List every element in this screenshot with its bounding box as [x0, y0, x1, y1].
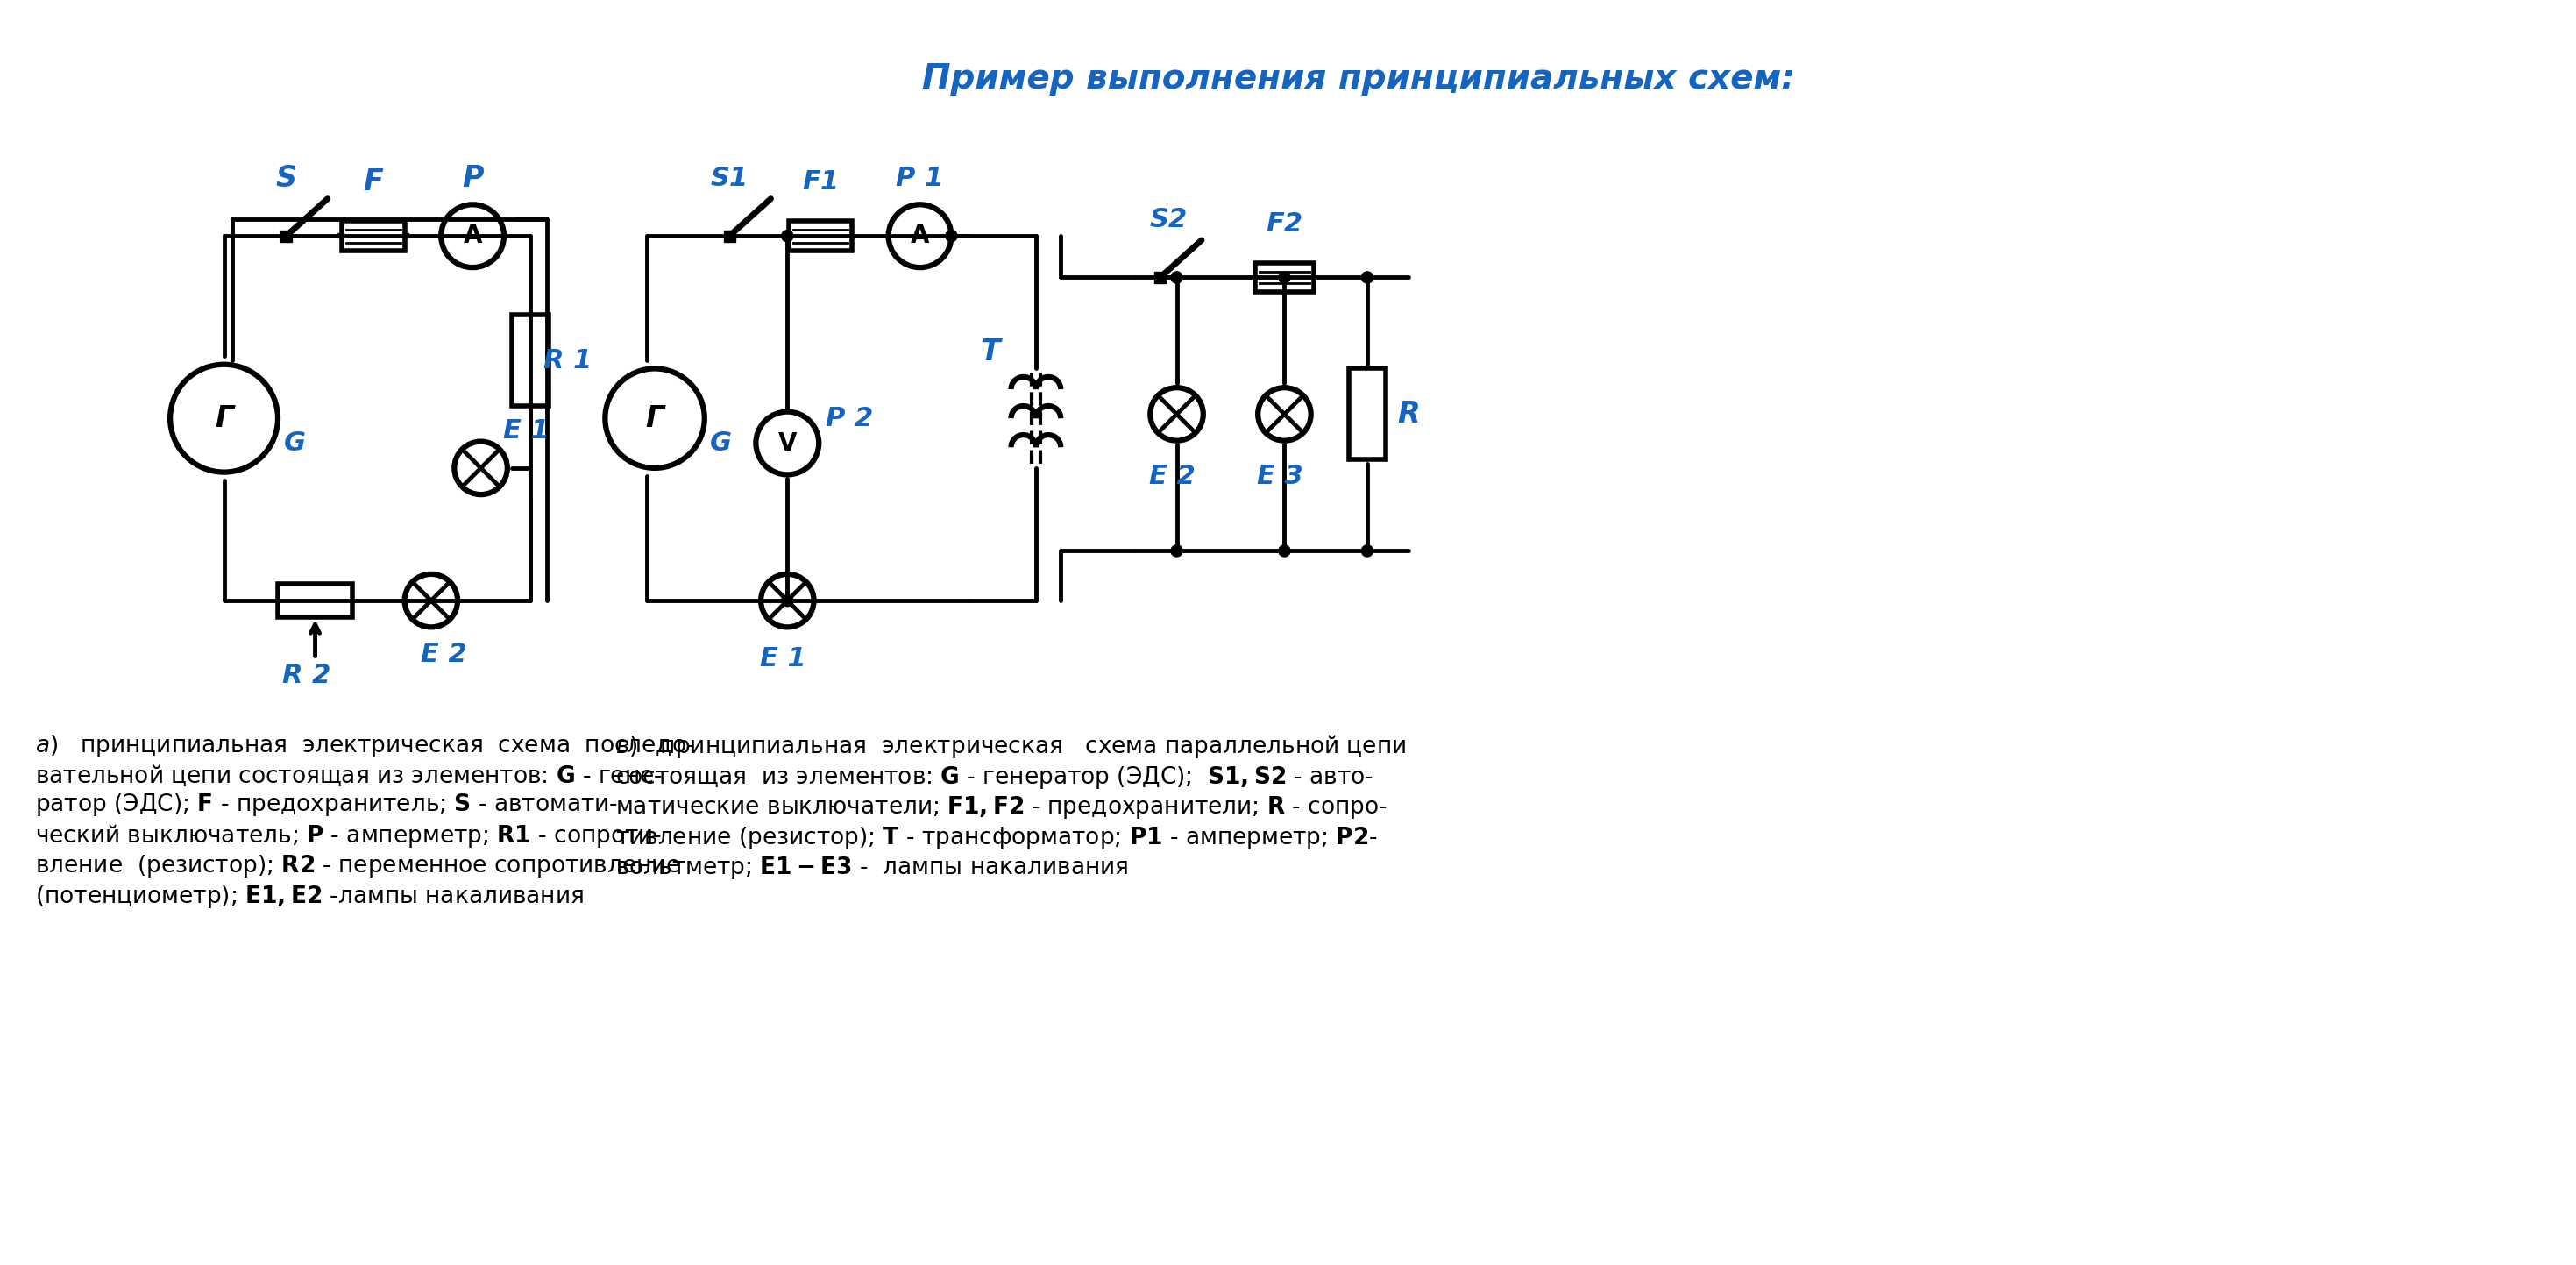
Text: F: F: [363, 168, 384, 196]
Text: P: P: [461, 163, 484, 192]
Text: S2: S2: [1149, 206, 1188, 233]
Text: S: S: [276, 163, 296, 192]
Text: Г: Г: [214, 404, 234, 433]
Text: Г: Г: [647, 404, 665, 433]
Text: T: T: [981, 338, 999, 367]
Circle shape: [1363, 272, 1373, 283]
Circle shape: [781, 230, 793, 242]
Text: G: G: [283, 430, 307, 455]
Text: $\it{а)}$   принципиальная  электрическая  схема  последо-
вательной цепи состоя: $\it{а)}$ принципиальная электрическая с…: [36, 734, 696, 910]
Circle shape: [1363, 545, 1373, 557]
Text: E 3: E 3: [1257, 463, 1303, 490]
Text: P 1: P 1: [896, 166, 943, 191]
Text: V: V: [778, 431, 796, 455]
Bar: [1350, 368, 1386, 459]
Text: F2: F2: [1265, 211, 1303, 237]
Bar: [513, 315, 549, 406]
Text: $\it{в)}$   принципиальная  электрическая   схема параллельной цепи
состоящая  и: $\it{в)}$ принципиальная электрическая с…: [616, 734, 1406, 880]
Circle shape: [1278, 272, 1291, 283]
Bar: [281, 230, 291, 242]
Text: R 2: R 2: [283, 663, 332, 688]
Circle shape: [781, 595, 793, 606]
Text: Пример выполнения принципиальных схем:: Пример выполнения принципиальных схем:: [922, 62, 1795, 95]
Text: E 2: E 2: [420, 641, 466, 667]
Text: P 2: P 2: [827, 406, 873, 431]
Text: A: A: [909, 224, 930, 248]
Circle shape: [945, 230, 958, 242]
Text: E 1: E 1: [760, 646, 806, 672]
Text: E 2: E 2: [1149, 463, 1195, 490]
Bar: [724, 230, 734, 242]
Bar: [343, 221, 404, 250]
Text: E 1: E 1: [502, 417, 549, 444]
Circle shape: [1172, 272, 1182, 283]
Text: A: A: [464, 224, 482, 248]
Text: S1: S1: [711, 166, 747, 191]
Circle shape: [1172, 545, 1182, 557]
Bar: [1154, 272, 1167, 283]
Text: R: R: [1396, 400, 1419, 429]
Circle shape: [1278, 545, 1291, 557]
Bar: [278, 584, 353, 617]
Text: G: G: [711, 430, 732, 455]
Bar: [1255, 263, 1314, 291]
Text: R 1: R 1: [544, 348, 592, 373]
Text: F1: F1: [801, 170, 840, 195]
Bar: [788, 221, 853, 250]
